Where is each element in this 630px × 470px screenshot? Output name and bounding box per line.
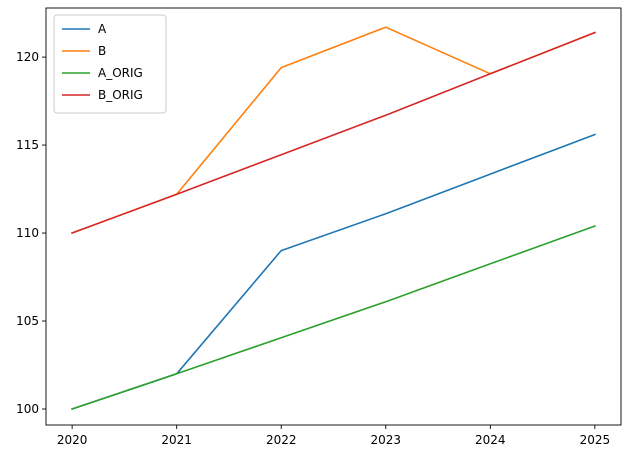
- legend: AB A_ORIG B_ORIG: [53, 14, 167, 114]
- x-tick-label: 2021: [161, 433, 192, 447]
- y-tick-label: 100: [16, 402, 39, 416]
- plot-lines: [71, 26, 596, 411]
- legend-label: B: [98, 44, 106, 58]
- y-tick-label: 110: [16, 226, 39, 240]
- plot-frame: [45, 7, 622, 426]
- x-tick-label: 2022: [266, 433, 297, 447]
- x-axis-ticks: 2020 2021 2022 2023 2024 2025: [57, 425, 610, 447]
- y-axis-ticks: 100 105 110 115 120: [16, 50, 46, 416]
- legend-label: B_ORIG: [98, 88, 143, 102]
- x-tick-label: 2024: [475, 433, 506, 447]
- y-tick-label: 120: [16, 50, 39, 64]
- legend-label: A: [98, 22, 107, 36]
- series-line-b-orig: [71, 31, 596, 235]
- x-tick-label: 2020: [57, 433, 88, 447]
- legend-box: [53, 14, 167, 114]
- y-tick-label: 115: [16, 138, 39, 152]
- x-tick-label: 2025: [580, 433, 611, 447]
- legend-label: A_ORIG: [98, 66, 143, 80]
- x-tick-label: 2023: [370, 433, 401, 447]
- series-line-a-orig: [71, 224, 596, 411]
- y-tick-label: 105: [16, 314, 39, 328]
